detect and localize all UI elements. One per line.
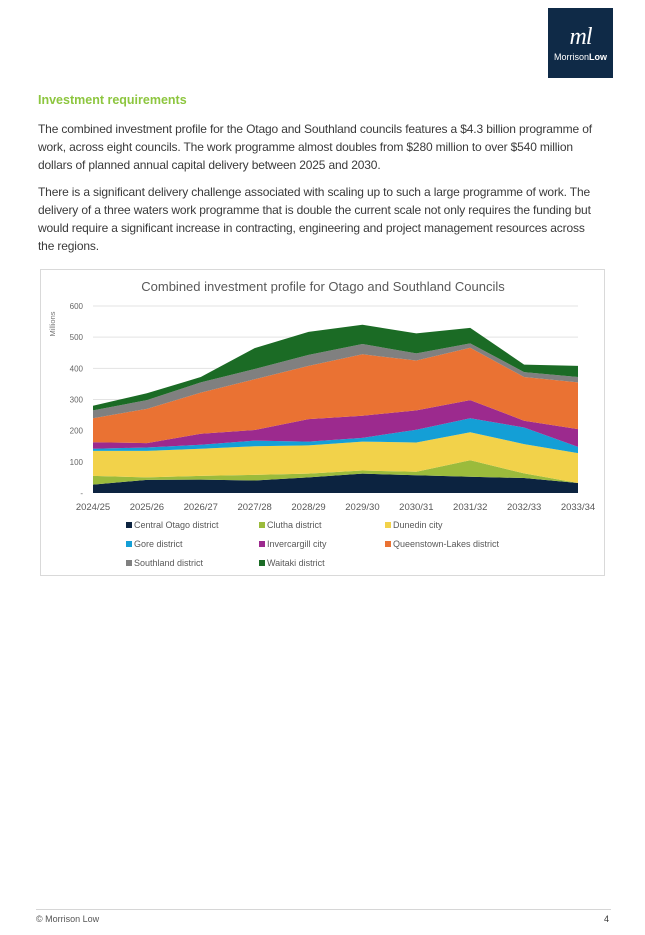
x-tick-label: 2029/30 [345,502,379,513]
y-tick-label: 300 [70,396,84,405]
footer-divider [36,909,611,910]
y-tick-label: 500 [70,333,84,342]
legend-label: Southland district [134,558,204,568]
morrison-low-logo: ml MorrisonLow [548,8,613,78]
x-tick-label: 2031/32 [453,502,487,513]
paragraph-2: There is a significant delivery challeng… [38,183,591,255]
legend-swatch [126,522,132,528]
text-line: work, across eight councils. The work pr… [38,140,573,154]
legend-swatch [126,560,132,566]
area-southland-district [93,343,578,419]
area-invercargill-city [93,400,578,449]
investment-chart: Combined investment profile for Otago an… [40,269,605,576]
x-tick-label: 2033/34 [561,502,595,513]
legend-swatch [385,541,391,547]
section-heading: Investment requirements [38,93,187,107]
legend-swatch [126,541,132,547]
legend-label: Clutha district [267,520,322,530]
y-tick-label: 100 [70,458,84,467]
chart-title: Combined investment profile for Otago an… [141,279,505,294]
area-queenstown-lakes-district [93,347,578,444]
x-tick-label: 2028/29 [291,502,325,513]
legend-swatch [259,522,265,528]
logo-mark: ml [569,24,593,50]
logo-word-a: Morrison [553,52,589,62]
x-tick-label: 2032/33 [507,502,541,513]
legend-swatch [259,560,265,566]
legend-label: Waitaki district [267,558,325,568]
legend-label: Central Otago district [134,520,219,530]
logo-word-b: Low [589,52,607,62]
legend-swatch [259,541,265,547]
legend-label: Dunedin city [393,520,443,530]
chart-svg: Combined investment profile for Otago an… [48,279,595,568]
logo-wordmark: MorrisonLow [548,52,613,62]
page-number: 4 [604,914,610,924]
text-line: the regions. [38,239,99,253]
y-axis-label: Millions [48,311,57,336]
text-line: would require a significant increase in … [38,221,585,235]
area-gore-district [93,418,578,454]
x-tick-label: 2024/25 [76,502,110,513]
legend-label: Invercargill city [267,539,327,549]
y-tick-label: 200 [70,427,84,436]
x-tick-label: 2027/28 [237,502,271,513]
area-waitaki-district [93,324,578,411]
y-tick-label: 600 [70,302,84,311]
y-tick-label: 400 [70,364,84,373]
text-line: delivery of a three waters work programm… [38,203,591,217]
x-tick-label: 2030/31 [399,502,433,513]
x-tick-label: 2026/27 [184,502,218,513]
text-line: dollars of planned annual capital delive… [38,158,381,172]
paragraph-1: The combined investment profile for the … [38,120,592,174]
y-tick-label: - [80,489,83,498]
area-dunedin-city [93,432,578,484]
x-tick-label: 2025/26 [130,502,164,513]
area-clutha-district [93,460,578,485]
legend-label: Queenstown-Lakes district [393,539,500,549]
text-line: The combined investment profile for the … [38,122,592,136]
text-line: There is a significant delivery challeng… [38,185,591,199]
area-central-otago-district [93,473,578,493]
footer-copyright: © Morrison Low [36,914,100,924]
legend-label: Gore district [134,539,183,549]
legend-swatch [385,522,391,528]
